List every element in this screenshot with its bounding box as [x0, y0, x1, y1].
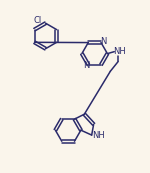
Text: NH: NH — [113, 47, 126, 56]
Text: Cl: Cl — [33, 16, 42, 25]
Text: N: N — [100, 37, 106, 46]
Text: NH: NH — [92, 131, 105, 140]
Text: N: N — [83, 61, 89, 70]
